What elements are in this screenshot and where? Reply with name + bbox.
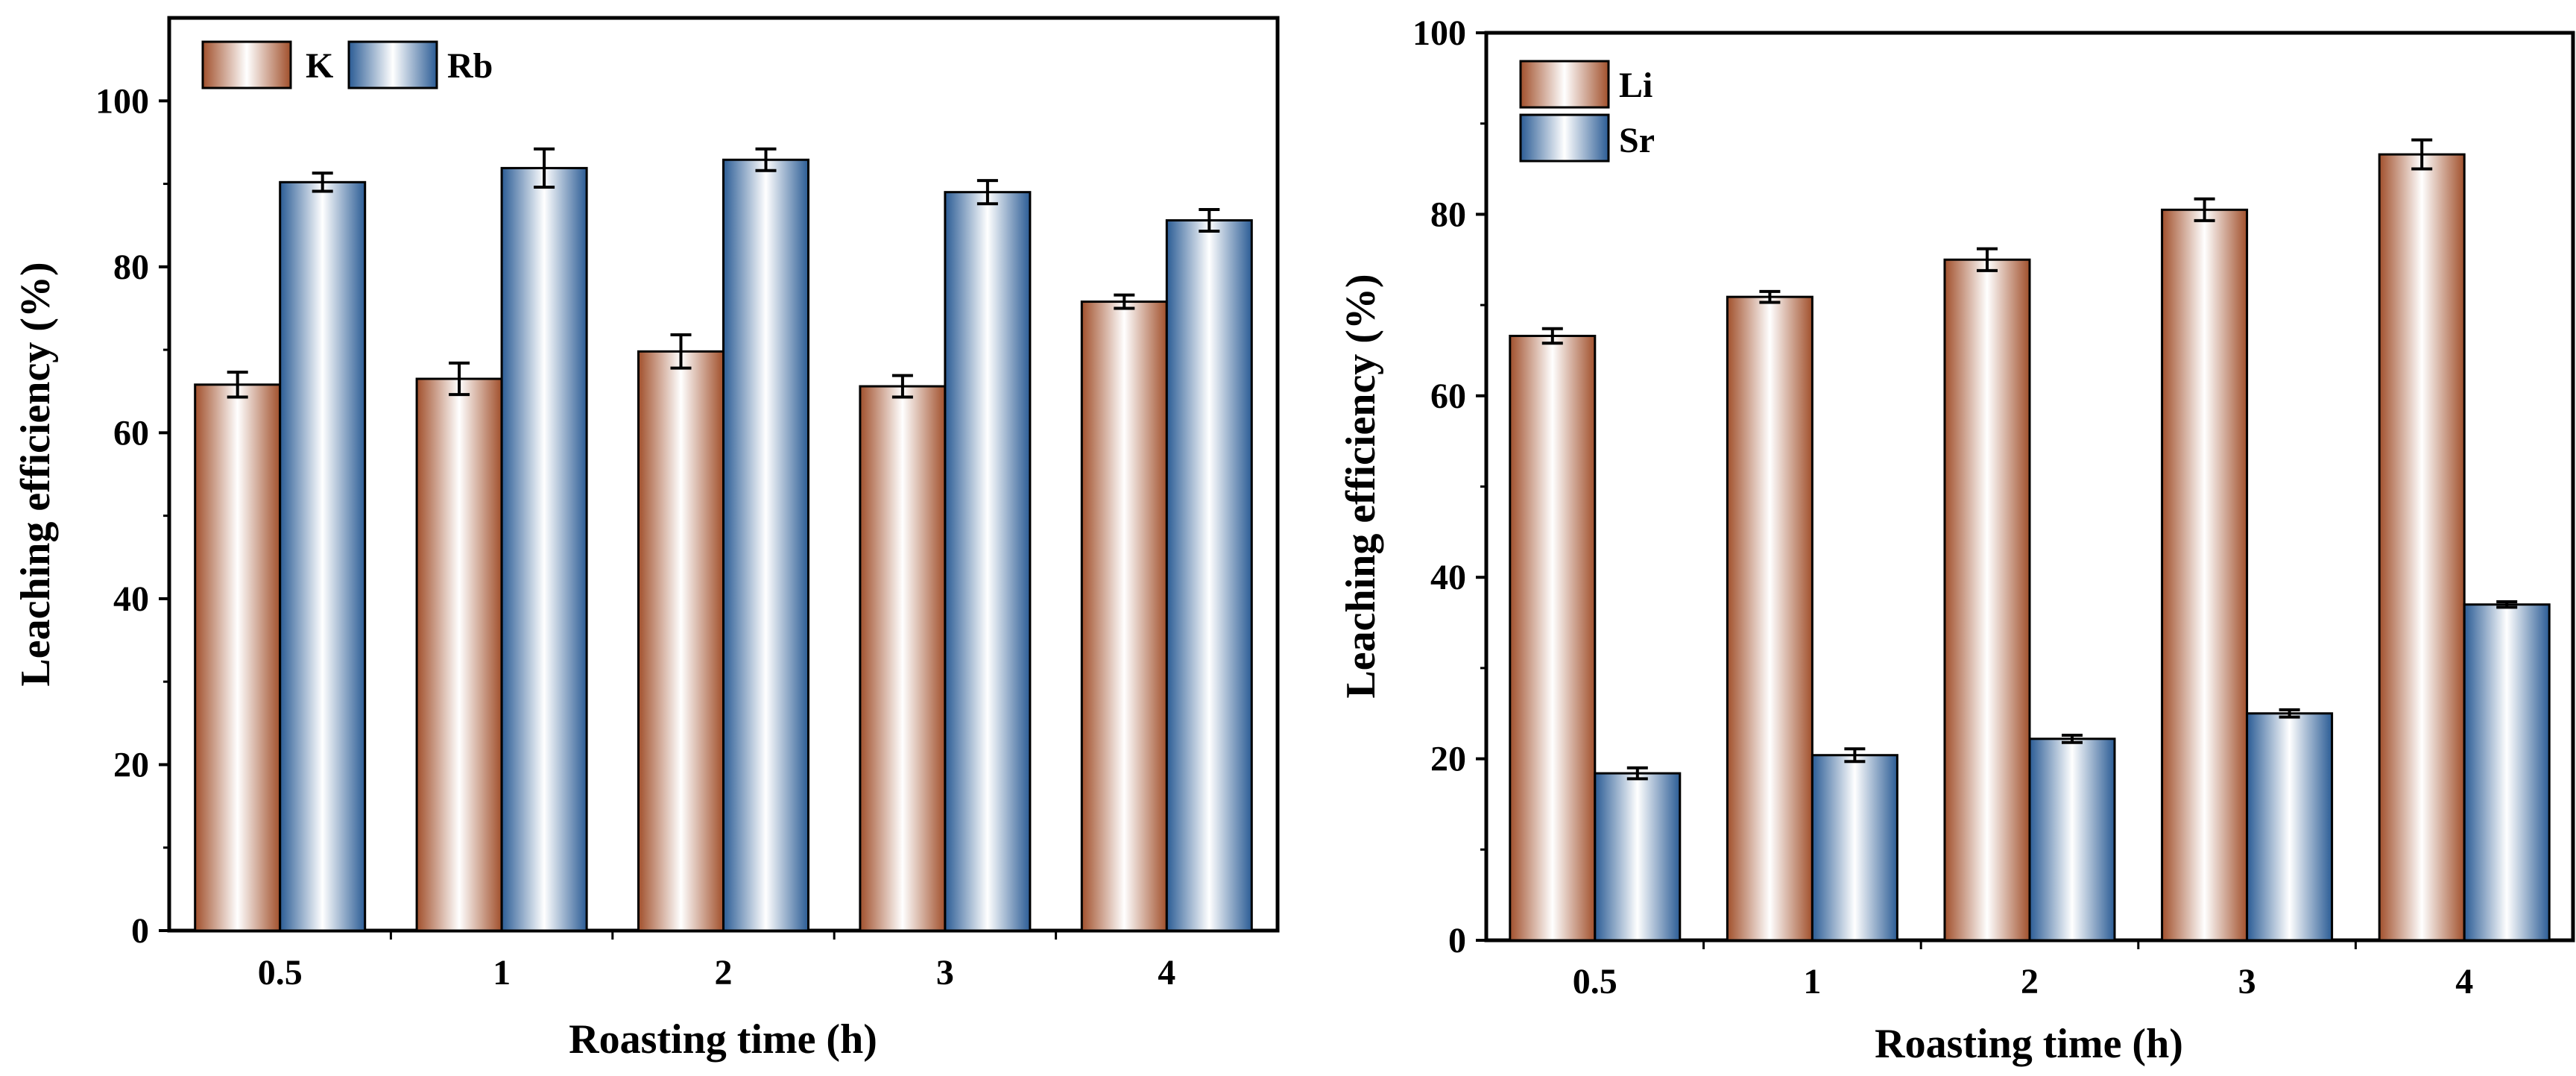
bar-k-3 [859,385,947,932]
bar-sr-2 [2028,737,2116,942]
bars [1509,153,2551,942]
y-tick-label-60: 60 [113,413,149,453]
x-tick-label-3: 3 [936,953,954,992]
y-tick-labels: 0 20 40 60 80 100 [95,81,149,951]
bar-li-0-5 [1509,334,1597,942]
error-bar-li-4 [2411,138,2433,171]
x-tick-labels: 0.5 1 2 3 4 [258,953,1176,992]
x-tick-label-0-5: 0.5 [258,953,303,992]
error-bar-rb-1 [534,147,555,189]
legend-label-sr: Sr [1619,121,1655,160]
y-tick-labels: 0 20 40 60 80 100 [1412,13,1466,960]
y-tick-label-0: 0 [131,911,149,951]
y-tick-label-40: 40 [1430,558,1466,597]
error-bar-rb-2 [755,147,777,172]
legend-swatch-sr [1519,113,1610,163]
error-bars [1541,138,2518,781]
x-axis-title: Roasting time (h) [569,1016,877,1063]
y-tick-label-100: 100 [1412,13,1466,53]
legend-label-k: K [306,46,333,86]
bar-sr-1 [1811,754,1898,942]
y-tick-label-20: 20 [113,745,149,784]
x-tick-label-4: 4 [1158,953,1175,992]
legend-swatch-li [1519,60,1610,109]
x-tick-label-4: 4 [2455,962,2473,1001]
bar-k-0-5 [194,383,282,932]
x-tick-label-0-5: 0.5 [1573,962,1617,1001]
bar-rb-2 [722,158,809,932]
error-bar-sr-0-5 [1626,766,1648,781]
bar-k-4 [1080,301,1168,932]
error-bars [227,147,1220,399]
bar-sr-3 [2246,712,2334,942]
y-tick-label-40: 40 [113,579,149,619]
y-tick-label-60: 60 [1430,377,1466,416]
y-axis-title: Leaching efficiency (%) [13,262,59,686]
x-tick-labels: 0.5 1 2 3 4 [1573,962,2473,1001]
x-tick-label-1: 1 [1803,962,1821,1001]
error-bar-k-0-5 [227,371,248,399]
legend: K Rb [201,40,493,89]
error-bar-k-2 [670,333,692,370]
bar-rb-0-5 [279,180,367,932]
axis-ticks [159,99,1058,940]
error-bar-rb-3 [976,179,998,206]
axis-ticks [1476,31,2357,949]
legend: Li Sr [1519,60,1655,163]
y-tick-label-20: 20 [1430,740,1466,779]
bar-rb-1 [500,166,588,932]
chart-k-rb: 0 20 40 60 80 100 0.5 1 2 3 4 Roasting time (h) L… [13,16,1280,1063]
error-bar-k-3 [891,374,913,399]
bar-k-2 [637,350,724,932]
error-bar-rb-4 [1199,208,1220,233]
y-tick-label-0: 0 [1448,921,1466,960]
error-bar-li-0-5 [1541,327,1563,345]
error-bar-sr-4 [2496,600,2518,609]
error-bar-k-4 [1114,293,1135,310]
x-axis-title: Roasting time (h) [1875,1021,2183,1067]
x-tick-label-1: 1 [493,953,511,992]
bar-rb-3 [944,191,1032,932]
y-axis-title: Leaching efficiency (%) [1338,274,1384,698]
x-tick-label-2: 2 [2021,962,2039,1001]
y-tick-label-80: 80 [113,248,149,287]
x-tick-label-2: 2 [715,953,733,992]
legend-label-li: Li [1619,66,1652,105]
bar-sr-4 [2463,603,2551,942]
error-bar-sr-3 [2279,708,2300,719]
bar-sr-0-5 [1594,772,1682,942]
chart-li-sr: 0 20 40 60 80 100 0.5 1 2 3 4 Roasting time (h) L… [1338,13,2575,1067]
bar-k-1 [415,377,503,932]
error-bar-rb-0-5 [312,172,333,193]
legend-swatch-rb [347,40,438,89]
error-bar-sr-2 [2062,733,2083,744]
y-tick-label-80: 80 [1430,195,1466,234]
x-tick-label-3: 3 [2238,962,2256,1001]
bar-rb-4 [1165,219,1253,932]
y-tick-label-100: 100 [95,81,149,121]
error-bar-li-1 [1759,289,1781,304]
legend-swatch-k [201,40,292,89]
bars [194,158,1253,932]
bar-li-2 [1943,258,2031,942]
legend-label-rb: Rb [447,46,493,86]
bar-li-3 [2161,208,2249,942]
bar-li-1 [1726,295,1813,942]
error-bar-li-3 [2194,197,2215,222]
bar-li-4 [2378,153,2466,942]
error-bar-k-1 [449,361,470,397]
error-bar-sr-1 [1844,747,1866,764]
error-bar-li-2 [1977,247,1998,272]
